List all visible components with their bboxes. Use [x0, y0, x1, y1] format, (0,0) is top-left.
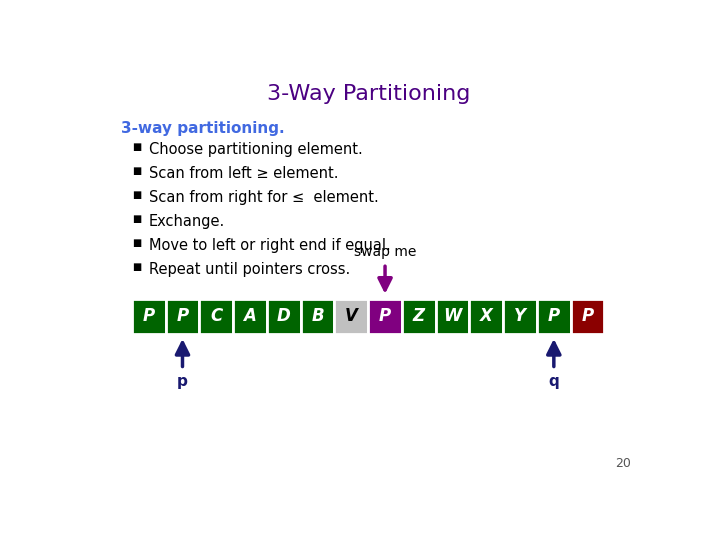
Bar [301, 299, 334, 334]
Bar [368, 299, 402, 334]
Text: P: P [143, 307, 155, 326]
Bar [537, 299, 571, 334]
Bar [334, 299, 368, 334]
Text: ■: ■ [132, 166, 141, 176]
Bar [402, 299, 436, 334]
Text: Move to left or right end if equal.: Move to left or right end if equal. [148, 238, 390, 253]
Text: swap me: swap me [354, 245, 416, 259]
Text: A: A [243, 307, 256, 326]
Text: C: C [210, 307, 222, 326]
Bar [436, 299, 469, 334]
Text: X: X [480, 307, 492, 326]
Text: Scan from left ≥ element.: Scan from left ≥ element. [148, 166, 338, 181]
Text: Scan from right for ≤  element.: Scan from right for ≤ element. [148, 190, 378, 205]
Text: p: p [177, 374, 188, 389]
Bar [267, 299, 301, 334]
Text: P: P [176, 307, 189, 326]
Text: ■: ■ [132, 238, 141, 248]
Text: Y: Y [514, 307, 526, 326]
Text: Exchange.: Exchange. [148, 214, 225, 229]
Text: B: B [311, 307, 324, 326]
Text: Z: Z [413, 307, 425, 326]
Bar [503, 299, 537, 334]
Text: P: P [582, 307, 594, 326]
Text: ■: ■ [132, 214, 141, 224]
Bar [166, 299, 199, 334]
Text: P: P [379, 307, 391, 326]
Text: V: V [345, 307, 358, 326]
Text: Choose partitioning element.: Choose partitioning element. [148, 141, 362, 157]
Bar [571, 299, 605, 334]
Text: Repeat until pointers cross.: Repeat until pointers cross. [148, 262, 350, 278]
Text: 3-Way Partitioning: 3-Way Partitioning [267, 84, 471, 104]
Text: 3-way partitioning.: 3-way partitioning. [121, 121, 284, 136]
Text: ■: ■ [132, 190, 141, 200]
Bar [132, 299, 166, 334]
Text: q: q [549, 374, 559, 389]
Bar [233, 299, 267, 334]
Text: 20: 20 [616, 457, 631, 470]
Bar [469, 299, 503, 334]
Text: D: D [277, 307, 291, 326]
Text: W: W [444, 307, 462, 326]
Text: ■: ■ [132, 262, 141, 272]
Text: ■: ■ [132, 141, 141, 152]
Bar [199, 299, 233, 334]
Text: P: P [548, 307, 560, 326]
